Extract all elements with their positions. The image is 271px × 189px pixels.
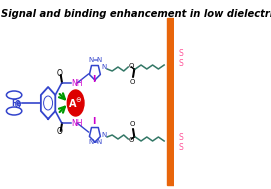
Text: S: S — [179, 59, 184, 68]
Text: O: O — [56, 70, 62, 78]
Text: O: O — [130, 121, 136, 127]
Text: N: N — [96, 57, 101, 63]
Text: I: I — [92, 75, 95, 84]
Circle shape — [67, 90, 84, 116]
Text: S: S — [179, 49, 184, 58]
Bar — [167, 18, 174, 185]
Text: O: O — [129, 137, 134, 143]
Text: O: O — [129, 63, 134, 69]
Text: NH: NH — [71, 119, 83, 128]
Text: Signal and binding enhancement in low dielectric SAM: Signal and binding enhancement in low di… — [1, 9, 271, 19]
Text: Fe: Fe — [12, 99, 22, 108]
Text: N: N — [101, 64, 107, 70]
Text: N: N — [101, 132, 107, 138]
Text: ⊕: ⊕ — [15, 101, 21, 106]
Text: S: S — [179, 133, 184, 142]
Text: O: O — [56, 128, 62, 136]
Text: I: I — [92, 117, 95, 126]
Text: O: O — [130, 79, 136, 85]
Text: A$^{\ominus}$: A$^{\ominus}$ — [68, 96, 83, 110]
Text: N: N — [96, 139, 101, 145]
Text: =: = — [92, 57, 98, 63]
Text: NH: NH — [71, 78, 83, 88]
Text: N: N — [88, 139, 94, 145]
Text: S: S — [179, 143, 184, 152]
Text: N: N — [88, 57, 94, 63]
Text: =: = — [92, 139, 98, 145]
